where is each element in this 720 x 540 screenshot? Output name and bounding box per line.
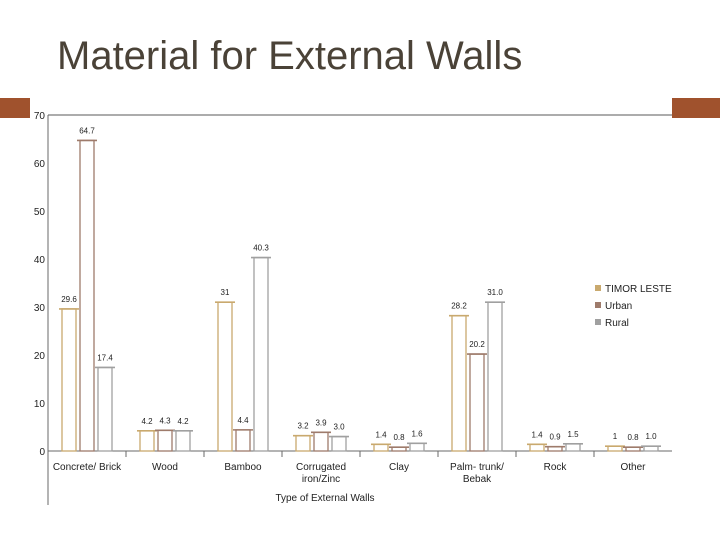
data-label: 64.7 — [79, 126, 95, 135]
x-tick-label: Other — [620, 462, 646, 473]
data-label: 4.2 — [177, 417, 189, 426]
bar — [97, 366, 113, 452]
x-axis-title: Type of External Walls — [275, 493, 374, 504]
data-label: 1.4 — [531, 430, 543, 439]
data-label: 3.2 — [297, 422, 309, 431]
axis-ticks: 0 10 20 30 40 50 60 70 Concrete/ Brick Wood Bamboo… — [34, 111, 646, 485]
legend-swatch — [595, 302, 601, 308]
accent-bar-left — [0, 98, 30, 118]
data-label: 31.0 — [487, 288, 503, 297]
bar — [217, 301, 233, 452]
data-label: 4.2 — [141, 417, 153, 426]
x-tick-label-line: Bamboo — [224, 462, 262, 473]
bar — [487, 301, 503, 452]
data-label: 3.9 — [315, 418, 327, 427]
data-label: 29.6 — [61, 295, 77, 304]
bar — [313, 431, 329, 452]
legend: TIMOR LESTE Urban Rural — [595, 284, 672, 329]
data-label: 0.8 — [627, 433, 639, 442]
y-tick-label: 60 — [34, 159, 46, 170]
x-tick-label-line: iron/Zinc — [302, 474, 340, 485]
x-tick-label-line: Wood — [152, 462, 178, 473]
bar — [373, 443, 389, 452]
data-label: 1.6 — [411, 429, 423, 438]
x-tick-label: Rock — [544, 462, 568, 473]
x-tick-label-line: Corrugated — [296, 462, 346, 473]
y-tick-label: 0 — [39, 447, 45, 458]
bar — [139, 430, 155, 452]
x-tick-label-line: Clay — [389, 462, 409, 473]
y-tick-label: 70 — [34, 111, 46, 122]
data-label: 20.2 — [469, 340, 485, 349]
x-tick-label-line: Other — [620, 462, 646, 473]
plot-frame — [47, 114, 672, 505]
legend-label: TIMOR LESTE — [605, 284, 672, 295]
y-tick-label: 40 — [34, 255, 46, 266]
bar — [61, 308, 77, 452]
bar — [157, 429, 173, 452]
bar — [175, 430, 191, 452]
y-tick-label: 50 — [34, 207, 46, 218]
x-tick-label: Wood — [152, 462, 178, 473]
bar — [565, 443, 581, 452]
y-tick-label: 30 — [34, 303, 46, 314]
bar — [529, 443, 545, 452]
data-label: 31 — [221, 288, 230, 297]
data-label: 4.4 — [237, 416, 249, 425]
bar — [331, 435, 347, 452]
data-label: 17.4 — [97, 353, 113, 362]
bar — [469, 353, 485, 452]
data-label: 40.3 — [253, 244, 269, 253]
legend-label: Rural — [605, 318, 629, 329]
data-label: 1.0 — [645, 432, 657, 441]
x-tick-label: Clay — [389, 462, 409, 473]
legend-swatch — [595, 285, 601, 291]
value-labels: 29.6 64.7 17.4 4.2 4.3 4.2 31 4.4 40.3 3.2 3.9 3.0 1… — [61, 126, 657, 442]
x-tick-label-line: Bebak — [463, 474, 492, 485]
bar — [253, 256, 269, 452]
y-tick-label: 20 — [34, 351, 46, 362]
x-tick-label-line: Rock — [544, 462, 568, 473]
bar — [409, 442, 425, 452]
legend-swatch — [595, 319, 601, 325]
x-tick-label: Bamboo — [224, 462, 262, 473]
bar — [451, 314, 467, 452]
x-tick-label-line: Concrete/ Brick — [53, 462, 122, 473]
data-label: 0.9 — [549, 433, 561, 442]
data-label: 1.4 — [375, 430, 387, 439]
data-label: 3.0 — [333, 423, 345, 432]
bar — [235, 429, 251, 452]
x-tick-label: Palm- trunk/Bebak — [450, 462, 504, 485]
x-tick-label: Corrugated iron/Zinc — [296, 462, 346, 485]
bar — [79, 139, 95, 452]
x-tick-label-line: Palm- trunk/ — [450, 462, 504, 473]
data-label: 1 — [613, 432, 618, 441]
legend-label: Urban — [605, 301, 632, 312]
y-tick-label: 10 — [34, 399, 46, 410]
accent-bar-right — [672, 98, 720, 118]
x-tick-label: Concrete/ Brick — [53, 462, 122, 473]
slide-title: Material for External Walls — [57, 34, 523, 78]
data-label: 1.5 — [567, 430, 579, 439]
data-label: 0.8 — [393, 433, 405, 442]
bars — [59, 139, 661, 452]
data-label: 28.2 — [451, 302, 467, 311]
bar — [295, 434, 311, 452]
data-label: 4.3 — [159, 416, 171, 425]
